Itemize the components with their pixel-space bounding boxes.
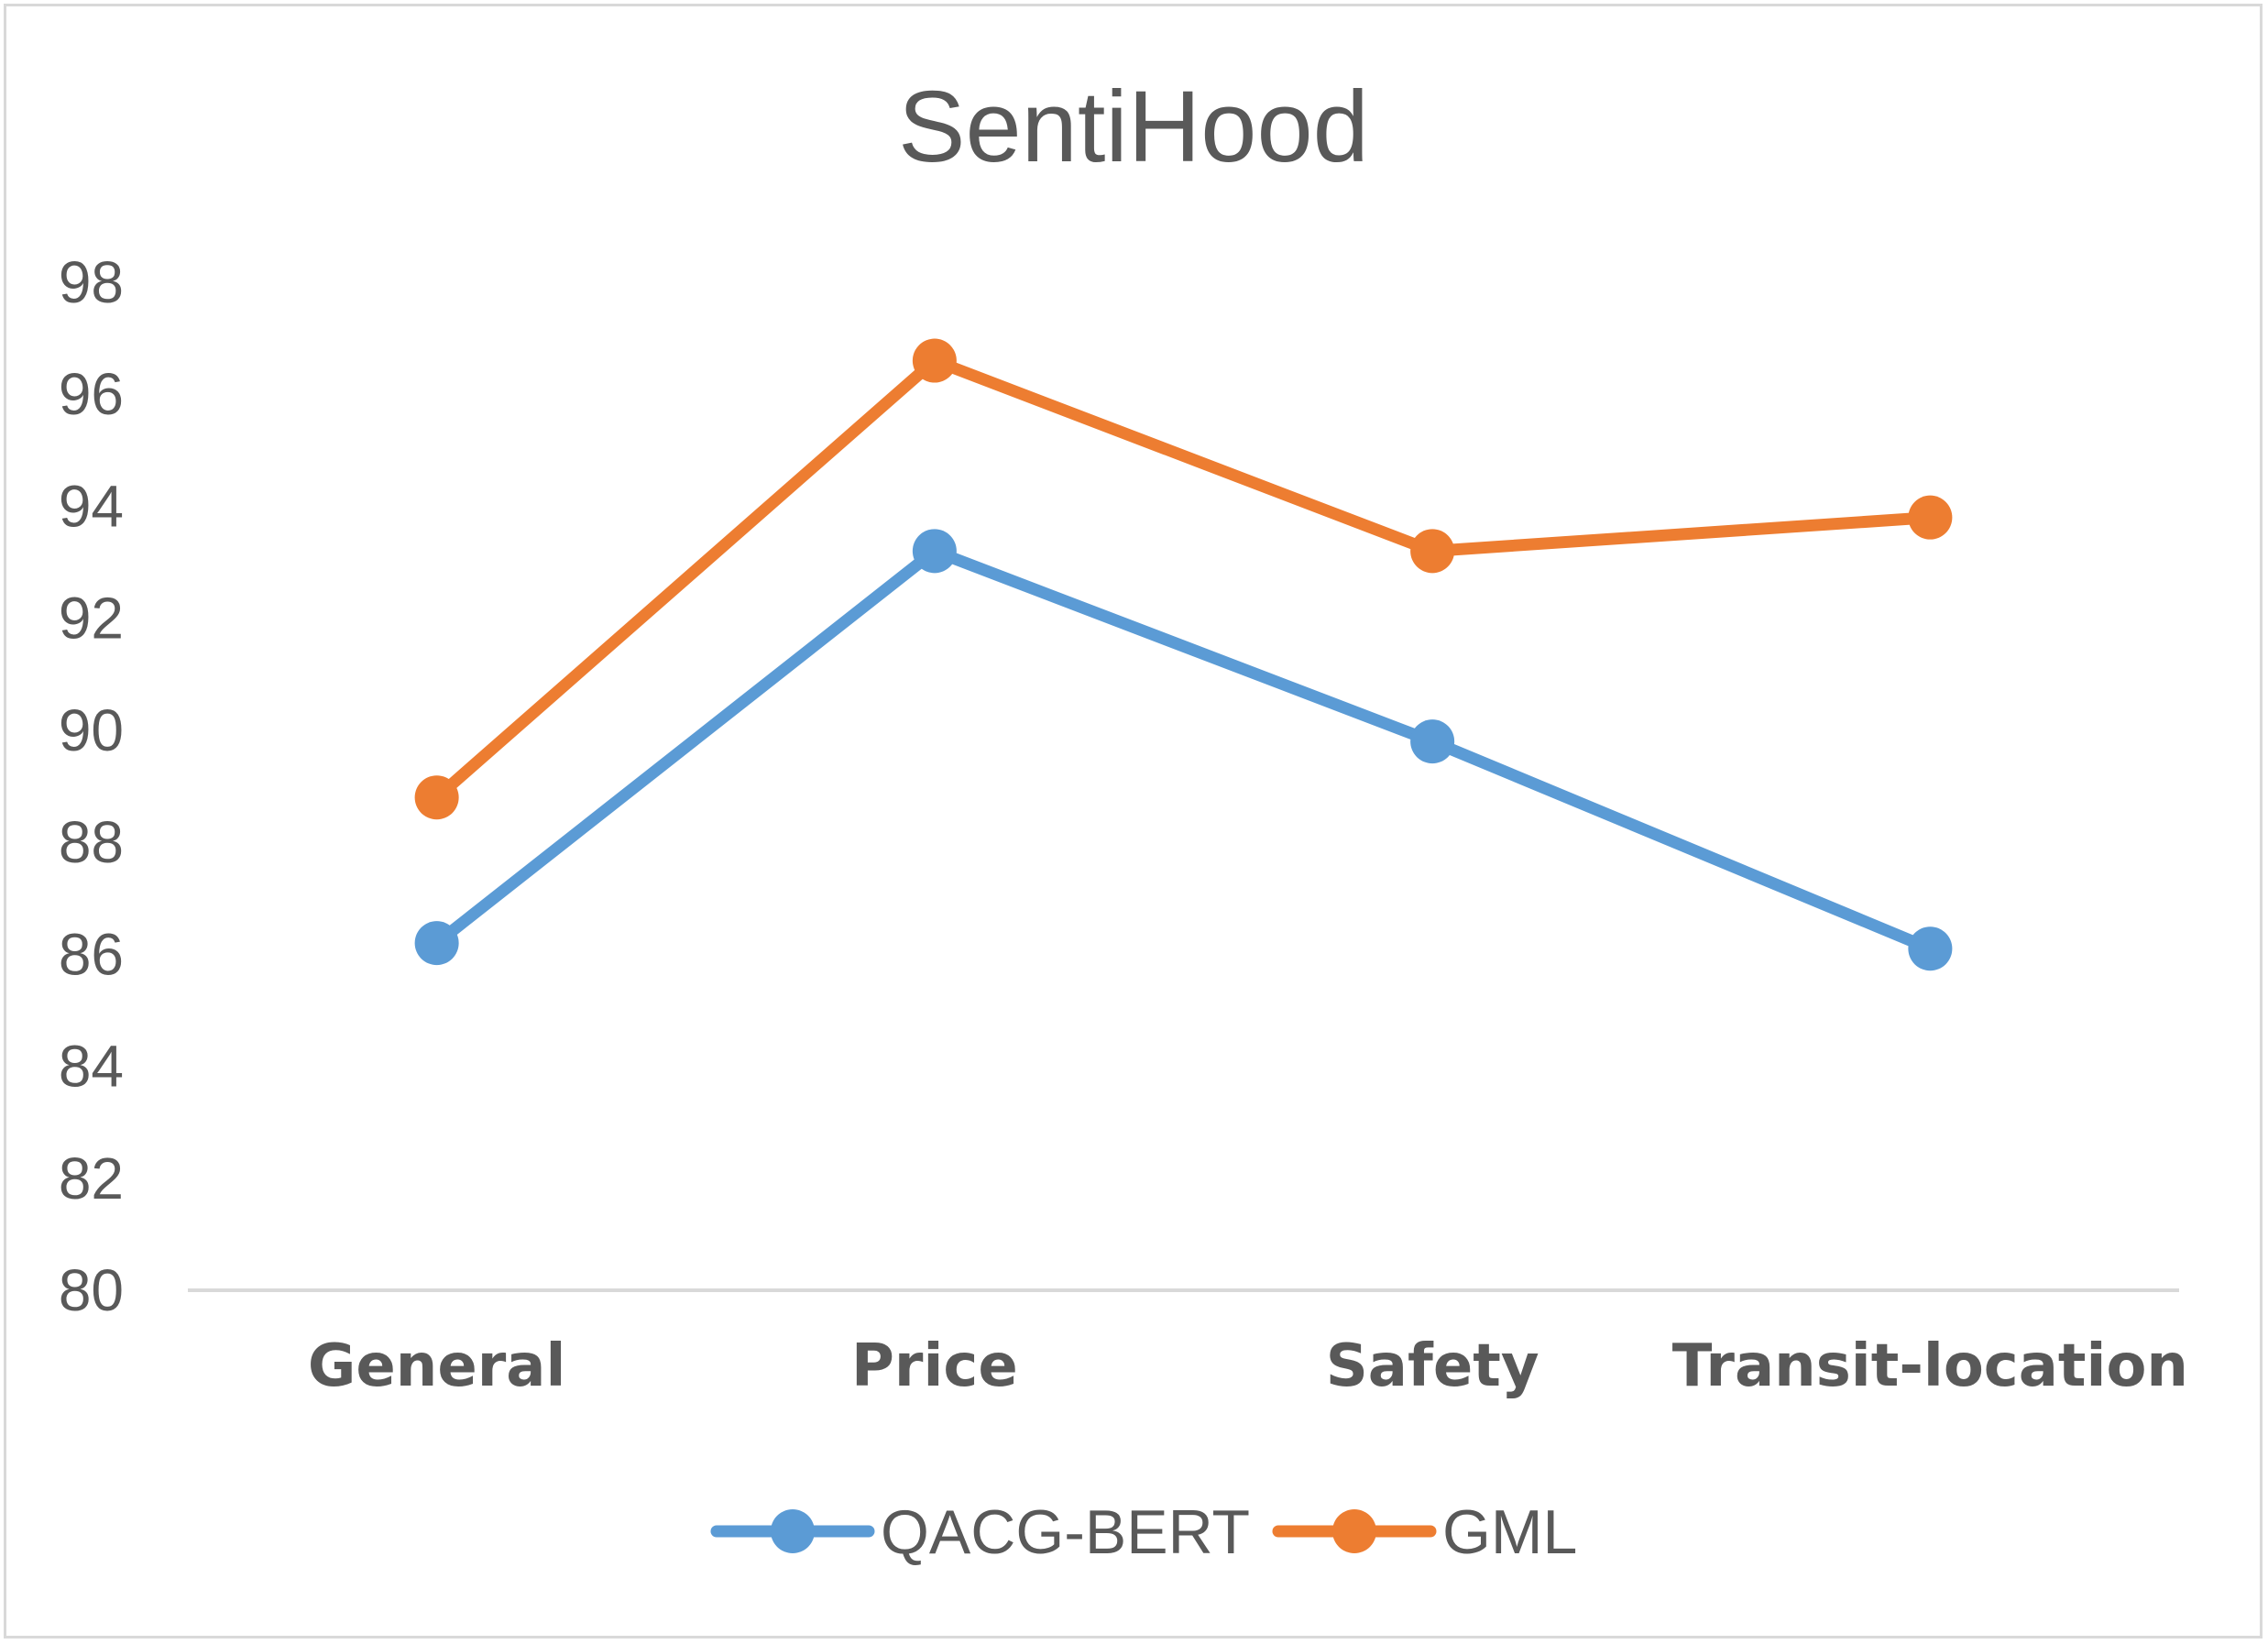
chart-frame (4, 4, 2263, 1639)
data-point (1908, 926, 1953, 971)
x-tick-label: Transit-location (1672, 1332, 2188, 1400)
series-qacg-bert (414, 529, 1953, 971)
y-tick-label: 88 (59, 809, 124, 875)
y-tick-label: 82 (59, 1145, 124, 1211)
y-tick-label: 90 (59, 697, 124, 763)
series-line (431, 355, 1936, 804)
data-point (414, 775, 459, 820)
y-axis: 80 82 84 86 88 90 92 94 96 98 (59, 249, 124, 1323)
y-tick-label: 84 (59, 1034, 124, 1100)
data-point (1908, 495, 1953, 540)
y-tick-label: 94 (59, 473, 124, 539)
legend: QACG-BERT GML (710, 1497, 1577, 1567)
x-tick-label: Safety (1326, 1332, 1539, 1400)
legend-item: QACG-BERT (710, 1497, 1250, 1567)
y-tick-label: 96 (59, 361, 124, 427)
y-tick-label: 86 (59, 921, 124, 987)
data-point (912, 338, 957, 383)
y-tick-label: 98 (59, 249, 124, 315)
data-point (1410, 529, 1455, 574)
data-point (912, 529, 957, 574)
chart-title: SentiHood (898, 71, 1369, 183)
data-point (1410, 719, 1455, 764)
legend-label: QACG-BERT (881, 1497, 1250, 1567)
series-line (431, 544, 1936, 955)
series-gml (414, 338, 1953, 820)
legend-label: GML (1442, 1497, 1577, 1567)
legend-swatch-marker (771, 1509, 815, 1553)
data-point (414, 921, 459, 966)
x-tick-label: Price (851, 1332, 1018, 1400)
y-tick-label: 92 (59, 586, 124, 652)
legend-swatch-marker (1332, 1509, 1376, 1553)
x-axis: General Price Safety Transit-location (308, 1332, 2188, 1400)
y-tick-label: 80 (59, 1257, 124, 1323)
legend-item: GML (1272, 1497, 1577, 1567)
x-tick-label: General (308, 1332, 566, 1400)
series-layer (414, 338, 1953, 971)
